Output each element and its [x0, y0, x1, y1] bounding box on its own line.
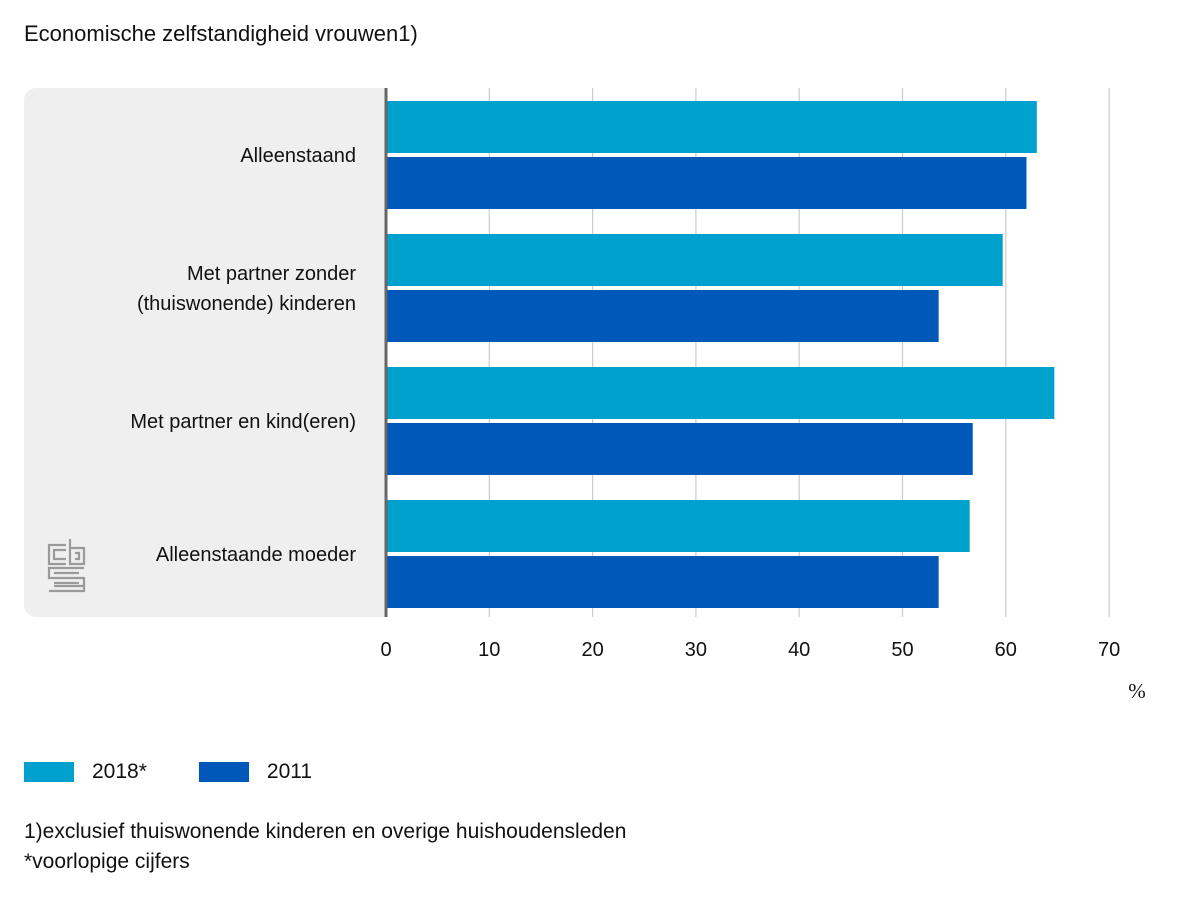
bars [386, 101, 1055, 608]
x-tick-label: 70 [1098, 639, 1120, 661]
x-axis-unit: % [1128, 679, 1146, 703]
category-labels: Alleenstaand Met partner zonder (thuiswone… [130, 145, 356, 566]
bar-2011-0 [386, 157, 1027, 209]
x-tick-label: 60 [995, 639, 1017, 661]
bar-chart: 0 10 20 30 40 50 60 70% Alleenstaand Met partner… [24, 87, 1146, 703]
legend-swatch-2011 [198, 762, 249, 782]
x-tick-label: 20 [581, 639, 603, 661]
bar-2011-1 [386, 290, 939, 342]
category-label: (thuiswonende) kinderen [137, 293, 356, 315]
cbs-logo-icon [47, 539, 86, 593]
category-label: Alleenstaande moeder [156, 544, 356, 566]
footnote-1: 1)exclusief thuiswonende kinderen en ove… [24, 820, 627, 843]
bar-2018-0 [386, 101, 1037, 153]
footnote-2: *voorlopige cijfers [24, 850, 190, 873]
legend: 2018* 2011 [24, 760, 364, 784]
bar-2018-1 [386, 234, 1003, 286]
category-label: Met partner zonder [187, 263, 356, 285]
legend-item-2018: 2018* [24, 760, 147, 784]
bar-2011-2 [386, 423, 973, 475]
x-tick-label: 50 [891, 639, 913, 661]
legend-item-2011: 2011 [198, 760, 313, 784]
bar-2018-2 [386, 367, 1055, 419]
cbs-logo [47, 539, 86, 593]
axes: 0 10 20 30 40 50 60 70% [380, 88, 1146, 703]
x-tick-label: 30 [685, 639, 707, 661]
label-panel-bg [24, 88, 400, 617]
x-tick-label: 10 [478, 639, 500, 661]
legend-label-2011: 2011 [266, 760, 313, 783]
category-label: Alleenstaand [240, 145, 356, 167]
label-panel [24, 87, 406, 618]
x-tick-label: 0 [380, 639, 391, 661]
bar-2011-3 [386, 556, 939, 608]
category-label: Met partner en kind(eren) [130, 411, 356, 433]
legend-swatch-2018 [24, 762, 74, 782]
x-tick-label: 40 [788, 639, 810, 661]
legend-label-2018: 2018* [92, 760, 147, 783]
bar-2018-3 [386, 500, 970, 552]
chart-title: Economische zelfstandigheid vrouwen1) [24, 21, 418, 46]
